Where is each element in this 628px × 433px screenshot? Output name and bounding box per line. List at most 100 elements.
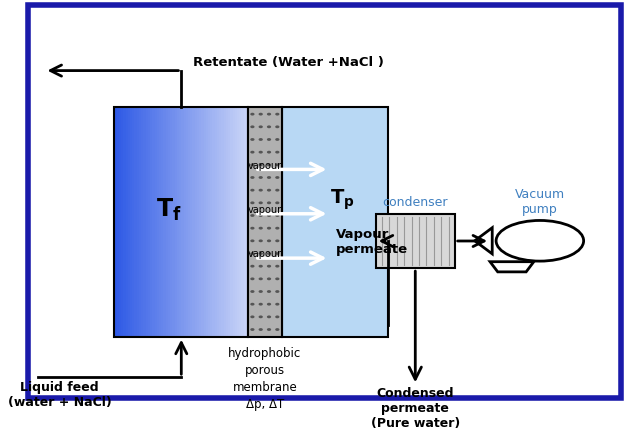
Circle shape xyxy=(251,126,254,128)
Bar xyxy=(226,107,228,337)
Circle shape xyxy=(275,278,279,280)
Text: Vapour
permeate: Vapour permeate xyxy=(336,228,408,256)
Bar xyxy=(154,107,157,337)
Bar xyxy=(114,107,117,337)
Bar xyxy=(224,107,226,337)
Circle shape xyxy=(267,214,271,217)
Text: Retentate (Water +NaCl ): Retentate (Water +NaCl ) xyxy=(193,55,384,68)
Circle shape xyxy=(259,239,263,242)
Bar xyxy=(202,107,203,337)
Text: $\mathbf{T_f}$: $\mathbf{T_f}$ xyxy=(156,197,182,223)
Text: $\mathbf{T_p}$: $\mathbf{T_p}$ xyxy=(330,187,355,212)
Circle shape xyxy=(267,126,271,128)
Bar xyxy=(210,107,212,337)
Bar xyxy=(161,107,163,337)
Circle shape xyxy=(267,138,271,141)
Bar xyxy=(235,107,237,337)
Circle shape xyxy=(259,113,263,116)
Circle shape xyxy=(259,303,263,306)
Bar xyxy=(281,107,388,337)
Circle shape xyxy=(259,316,263,318)
Circle shape xyxy=(275,303,279,306)
Text: Vacuum
pump: Vacuum pump xyxy=(515,188,565,216)
Circle shape xyxy=(267,316,271,318)
Circle shape xyxy=(267,278,271,280)
Bar xyxy=(119,107,121,337)
Bar xyxy=(203,107,206,337)
Bar xyxy=(123,107,126,337)
Circle shape xyxy=(275,113,279,116)
Circle shape xyxy=(251,328,254,331)
Circle shape xyxy=(259,176,263,179)
Circle shape xyxy=(275,189,279,191)
Bar xyxy=(222,107,224,337)
Circle shape xyxy=(267,252,271,255)
Bar xyxy=(208,107,210,337)
Circle shape xyxy=(275,227,279,229)
Circle shape xyxy=(275,151,279,154)
Circle shape xyxy=(267,239,271,242)
Circle shape xyxy=(251,252,254,255)
Bar xyxy=(168,107,170,337)
Circle shape xyxy=(275,252,279,255)
Bar xyxy=(230,107,232,337)
Circle shape xyxy=(275,290,279,293)
Bar xyxy=(181,107,183,337)
Bar xyxy=(141,107,143,337)
Bar xyxy=(157,107,159,337)
Circle shape xyxy=(259,265,263,268)
Circle shape xyxy=(251,278,254,280)
Circle shape xyxy=(251,113,254,116)
Circle shape xyxy=(251,138,254,141)
Circle shape xyxy=(267,201,271,204)
Bar xyxy=(133,107,134,337)
Bar xyxy=(206,107,208,337)
Bar xyxy=(188,107,190,337)
Bar xyxy=(148,107,150,337)
Circle shape xyxy=(251,239,254,242)
Text: hydrophobic
porous
membrane
Δp, ΔT: hydrophobic porous membrane Δp, ΔT xyxy=(228,347,301,411)
Circle shape xyxy=(259,290,263,293)
Circle shape xyxy=(251,265,254,268)
Bar xyxy=(217,107,219,337)
Circle shape xyxy=(259,151,263,154)
Circle shape xyxy=(259,201,263,204)
Bar xyxy=(159,107,161,337)
Circle shape xyxy=(267,113,271,116)
Circle shape xyxy=(275,239,279,242)
Bar xyxy=(114,107,248,337)
Circle shape xyxy=(267,163,271,166)
Circle shape xyxy=(267,265,271,268)
Bar xyxy=(117,107,119,337)
Bar xyxy=(166,107,168,337)
Circle shape xyxy=(259,278,263,280)
Circle shape xyxy=(251,303,254,306)
Circle shape xyxy=(259,126,263,128)
Bar xyxy=(183,107,186,337)
Circle shape xyxy=(251,163,254,166)
Bar xyxy=(139,107,141,337)
Circle shape xyxy=(251,189,254,191)
Bar xyxy=(153,107,154,337)
Bar xyxy=(150,107,153,337)
Circle shape xyxy=(259,252,263,255)
Bar xyxy=(237,107,239,337)
Bar xyxy=(239,107,241,337)
Circle shape xyxy=(275,201,279,204)
Circle shape xyxy=(259,227,263,229)
Text: vapour: vapour xyxy=(248,249,282,259)
Bar xyxy=(130,107,133,337)
Bar xyxy=(179,107,181,337)
Bar xyxy=(215,107,217,337)
Bar xyxy=(163,107,166,337)
Circle shape xyxy=(267,328,271,331)
Bar xyxy=(121,107,123,337)
Circle shape xyxy=(267,176,271,179)
Circle shape xyxy=(267,227,271,229)
Bar xyxy=(128,107,130,337)
Bar xyxy=(228,107,230,337)
Bar xyxy=(146,107,148,337)
Circle shape xyxy=(259,163,263,166)
Bar xyxy=(143,107,146,337)
Bar xyxy=(232,107,235,337)
